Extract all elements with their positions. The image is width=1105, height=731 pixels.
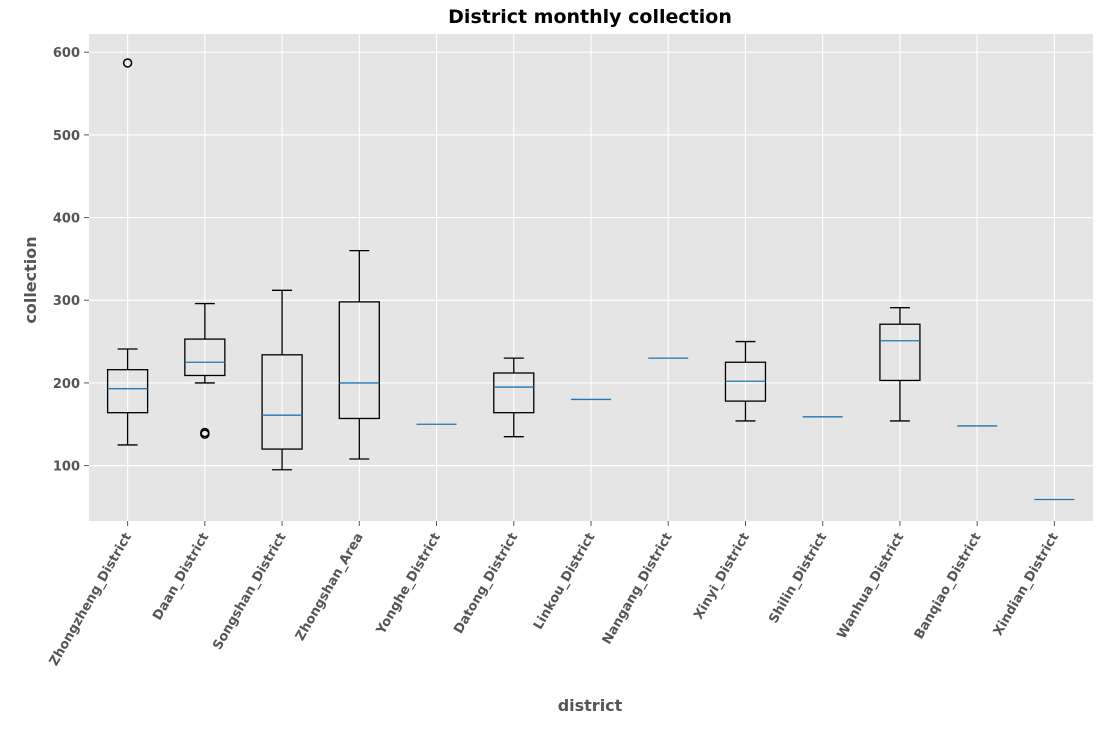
- x-tick-label: Songshan_District: [210, 531, 289, 653]
- y-axis-label: collection: [21, 236, 40, 323]
- box-Songshan_District: [261, 289, 303, 471]
- iqr-box: [338, 301, 380, 420]
- y-axis-ticks: 100 200 300 400 500 600: [53, 46, 89, 475]
- y-tick-label: 500: [53, 129, 80, 144]
- box-Datong_District: [493, 357, 535, 438]
- box-Zhongshan_Area: [338, 249, 380, 460]
- x-tick-label: Zhongzheng_District: [47, 531, 135, 669]
- y-tick-label: 600: [53, 46, 80, 61]
- x-tick-label: Xindian_District: [991, 531, 1062, 639]
- y-tick-label: 400: [53, 212, 80, 227]
- box-Wanhua_District: [879, 307, 921, 422]
- x-tick-label: Zhongshan_Area: [293, 531, 367, 644]
- x-tick-label: Xinyi_District: [691, 531, 753, 623]
- box-Xinyi_District: [724, 340, 767, 422]
- chart-title: District monthly collection: [448, 6, 732, 28]
- iqr-box: [261, 354, 303, 450]
- x-tick-label: Banqiao_District: [912, 530, 985, 641]
- x-tick-label: Wanhua_District: [835, 531, 908, 642]
- x-tick-label: Linkou_District: [531, 531, 598, 633]
- box-Zhongzheng_District: [106, 58, 149, 446]
- iqr-box: [184, 338, 226, 377]
- y-tick-label: 200: [53, 377, 80, 392]
- outlier-point: [200, 427, 210, 438]
- x-axis-label: district: [558, 696, 623, 715]
- x-tick-label: Daan_District: [150, 531, 212, 623]
- iqr-box: [106, 369, 149, 414]
- x-tick-label: Shilin_District: [766, 531, 830, 627]
- x-tick-label: Yonghe_District: [373, 531, 444, 638]
- x-axis-ticks: Zhongzheng_District Daan_DistrictSongshan…: [47, 521, 1062, 669]
- y-tick-label: 100: [53, 460, 80, 475]
- x-tick-label: Datong_District: [451, 531, 521, 637]
- iqr-box: [493, 372, 535, 414]
- boxes: [106, 58, 1075, 501]
- box-Daan_District: [184, 302, 226, 439]
- x-tick-label: Nangang_District: [600, 531, 676, 648]
- iqr-box: [879, 323, 921, 382]
- y-tick-label: 300: [53, 294, 80, 309]
- outlier-point: [122, 58, 133, 68]
